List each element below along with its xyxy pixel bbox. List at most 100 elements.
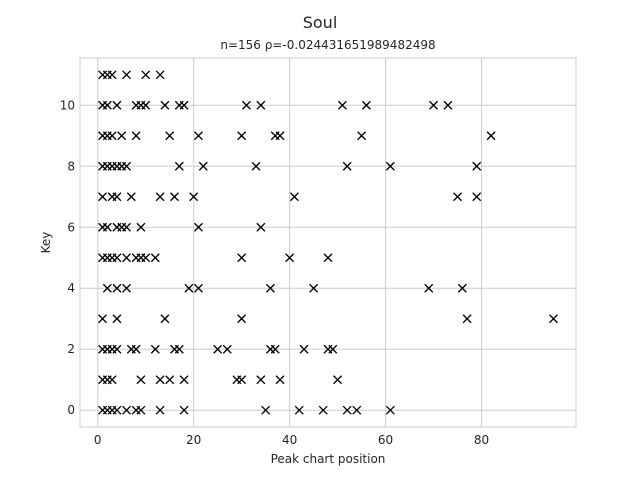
data-point <box>237 253 247 263</box>
data-point <box>361 100 371 110</box>
data-point <box>107 70 117 80</box>
data-point <box>112 405 122 415</box>
data-point <box>294 405 304 415</box>
data-point <box>256 375 266 385</box>
data-point <box>131 344 141 354</box>
data-point <box>170 192 179 202</box>
data-point <box>122 222 131 232</box>
data-point <box>194 131 203 141</box>
data-point <box>289 192 299 202</box>
data-point <box>174 161 184 171</box>
data-point <box>328 344 338 354</box>
data-point <box>198 161 208 171</box>
data-point <box>112 100 122 110</box>
x-tick-label: 40 <box>282 433 297 447</box>
data-point <box>309 283 319 293</box>
data-point <box>429 100 438 110</box>
data-point <box>160 100 170 110</box>
gridlines <box>80 58 576 427</box>
data-point <box>122 253 131 263</box>
data-point <box>107 131 117 141</box>
data-point <box>323 253 333 263</box>
y-axis-label: Key <box>39 232 53 254</box>
data-point <box>136 375 146 385</box>
y-tick-label: 6 <box>67 220 75 234</box>
data-point <box>98 192 108 202</box>
data-point <box>179 100 189 110</box>
data-point <box>112 344 122 354</box>
data-point <box>285 253 295 263</box>
data-points <box>98 70 558 415</box>
y-tick-label: 2 <box>67 342 75 356</box>
data-point <box>352 405 362 415</box>
data-point <box>184 283 194 293</box>
data-point <box>131 131 141 141</box>
chart-subtitle: n=156 ρ=-0.024431651989482498 <box>220 38 435 52</box>
data-point <box>102 283 112 293</box>
data-point <box>424 283 434 293</box>
tick-labels: 0 20 40 60 80 0 2 4 6 8 10 <box>60 98 489 447</box>
data-point <box>486 131 496 141</box>
data-point <box>462 314 472 324</box>
data-point <box>122 70 131 80</box>
data-point <box>472 192 482 202</box>
plot-area <box>79 57 577 428</box>
data-point <box>141 100 151 110</box>
data-point <box>342 405 352 415</box>
x-tick-label: 60 <box>378 433 393 447</box>
y-tick-label: 0 <box>67 403 75 417</box>
data-point <box>275 375 285 385</box>
data-point <box>251 161 261 171</box>
data-point <box>270 344 280 354</box>
x-tick-label: 0 <box>94 433 102 447</box>
data-point <box>136 405 146 415</box>
data-point <box>275 131 285 141</box>
data-point <box>265 283 275 293</box>
y-tick-label: 10 <box>60 98 75 112</box>
data-point <box>150 344 160 354</box>
data-point <box>256 100 266 110</box>
chart-title: Soul <box>303 13 338 32</box>
data-point <box>194 283 203 293</box>
data-point <box>150 253 160 263</box>
data-point <box>117 131 127 141</box>
data-point <box>126 192 136 202</box>
data-point <box>141 70 151 80</box>
data-point <box>194 222 203 232</box>
data-point <box>299 344 309 354</box>
data-point <box>165 131 175 141</box>
data-point <box>337 100 347 110</box>
data-point <box>385 405 395 415</box>
data-point <box>222 344 232 354</box>
data-point <box>237 131 247 141</box>
data-point <box>179 375 189 385</box>
data-point <box>472 161 482 171</box>
data-point <box>155 70 165 80</box>
data-point <box>112 253 122 263</box>
data-point <box>318 405 328 415</box>
data-point <box>237 314 247 324</box>
data-point <box>98 314 108 324</box>
data-point <box>174 344 184 354</box>
data-point <box>548 314 558 324</box>
data-point <box>213 344 223 354</box>
x-axis-label: Peak chart position <box>271 452 386 466</box>
y-tick-label: 8 <box>67 159 75 173</box>
data-point <box>136 222 146 232</box>
data-point <box>165 375 175 385</box>
data-point <box>155 192 165 202</box>
data-point <box>122 283 131 293</box>
data-point <box>256 222 266 232</box>
data-point <box>122 161 131 171</box>
data-point <box>112 314 122 324</box>
data-point <box>453 192 462 202</box>
data-point <box>357 131 367 141</box>
data-point <box>141 253 151 263</box>
data-point <box>189 192 199 202</box>
data-point <box>102 100 112 110</box>
data-point <box>122 405 131 415</box>
data-point <box>112 192 122 202</box>
data-point <box>160 314 170 324</box>
